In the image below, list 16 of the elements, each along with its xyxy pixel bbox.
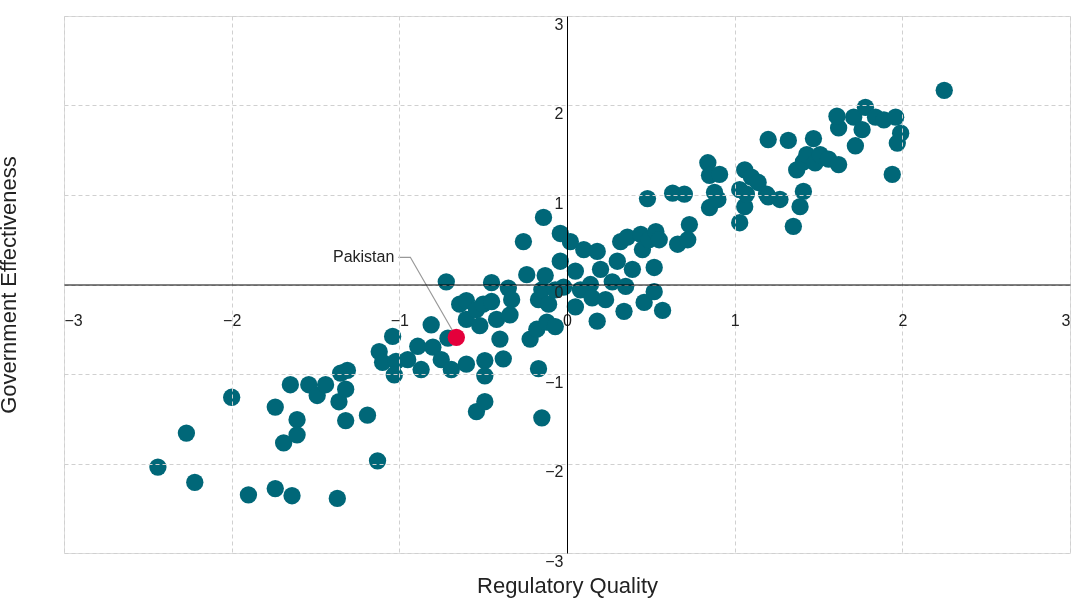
y-tick-label: 2 xyxy=(554,105,564,122)
text: Pakistan xyxy=(332,248,395,266)
y-tick-label: −1 xyxy=(545,373,564,391)
y-tick-label: −2 xyxy=(545,463,564,480)
x-axis-title: Regulatory Quality xyxy=(477,572,658,598)
y-tick-label: −3 xyxy=(545,552,564,570)
x-tick-label: 2 xyxy=(898,312,908,329)
x-tick-label: −1 xyxy=(390,312,410,329)
y-tick-label: 3 xyxy=(554,15,564,33)
x-tick-label: 3 xyxy=(1061,312,1071,329)
y-axis-title: Government Effectiveness xyxy=(0,156,21,414)
y-tick-label: 0 xyxy=(554,284,564,301)
y-tick-label: 1 xyxy=(554,194,564,212)
x-tick-label: −3 xyxy=(64,312,83,329)
x-tick-label: 1 xyxy=(730,312,740,329)
x-tick-label: −2 xyxy=(223,312,242,329)
